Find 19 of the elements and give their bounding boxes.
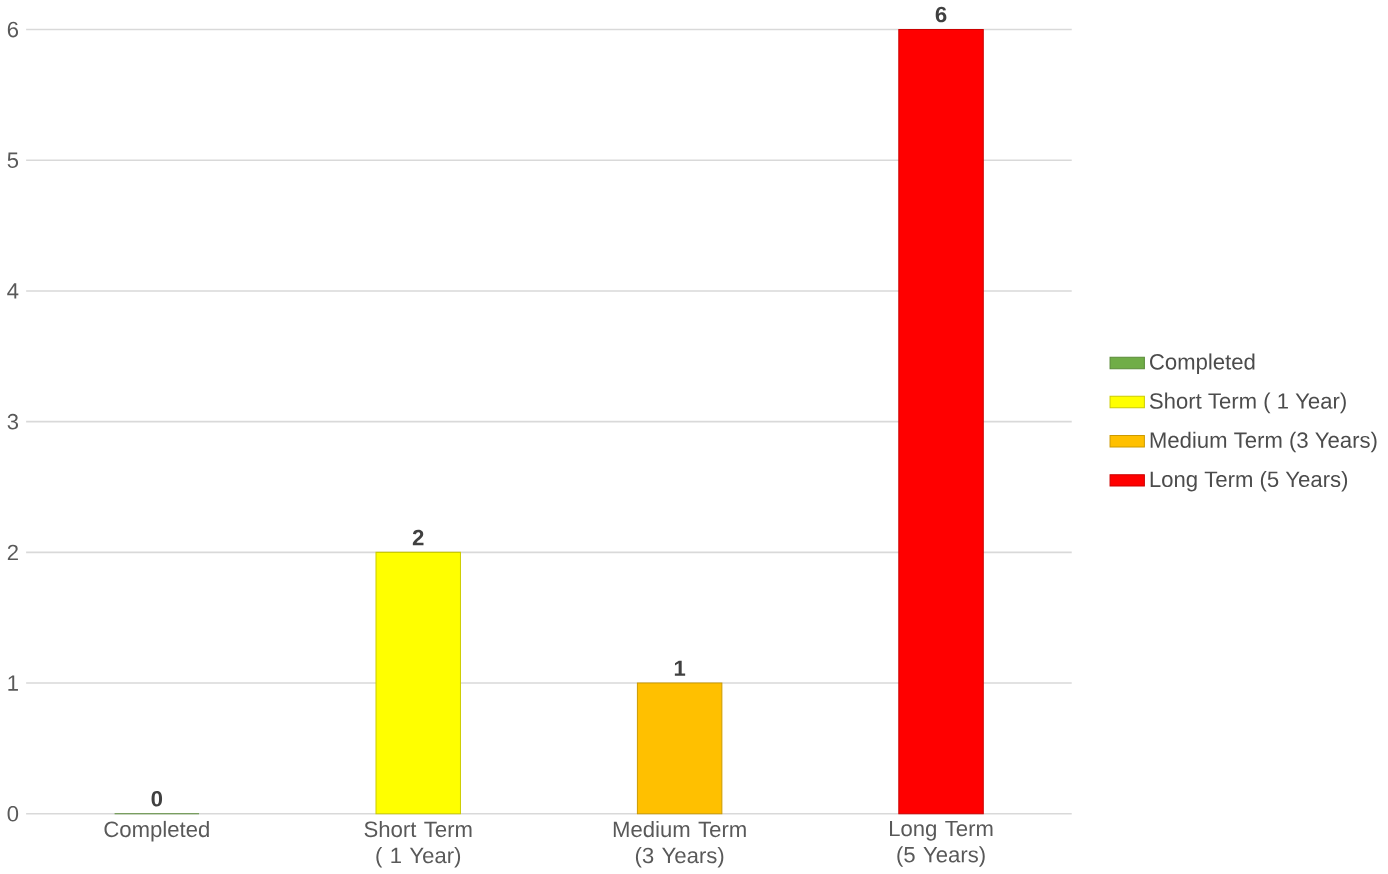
- legend-label: Completed: [1150, 353, 1255, 374]
- y-tick-label: 2: [7, 544, 18, 560]
- y-tick-label: 5: [7, 152, 19, 168]
- data-label: 1: [674, 660, 686, 676]
- data-label: 6: [935, 6, 947, 23]
- y-tick-label: 6: [7, 21, 19, 38]
- x-tick-label: Short Term ( 1 Year): [364, 820, 472, 868]
- y-tick-label: 1: [8, 675, 18, 691]
- y-tick-label: 4: [7, 283, 19, 299]
- data-label: 0: [151, 790, 163, 807]
- legend-label: Short Term ( 1 Year): [1149, 392, 1346, 414]
- y-tick-label: 0: [7, 805, 19, 822]
- legend-label: Long Term (5 Years): [1150, 470, 1348, 492]
- data-label: 2: [412, 529, 424, 546]
- y-tick-label: 3: [7, 413, 19, 430]
- x-tick-label: Long Term (5 Years): [890, 820, 993, 867]
- x-tick-label: Completed: [104, 820, 209, 842]
- x-tick-label: Medium Term (3 Years): [613, 820, 746, 868]
- legend-label: Medium Term (3 Years): [1150, 431, 1377, 453]
